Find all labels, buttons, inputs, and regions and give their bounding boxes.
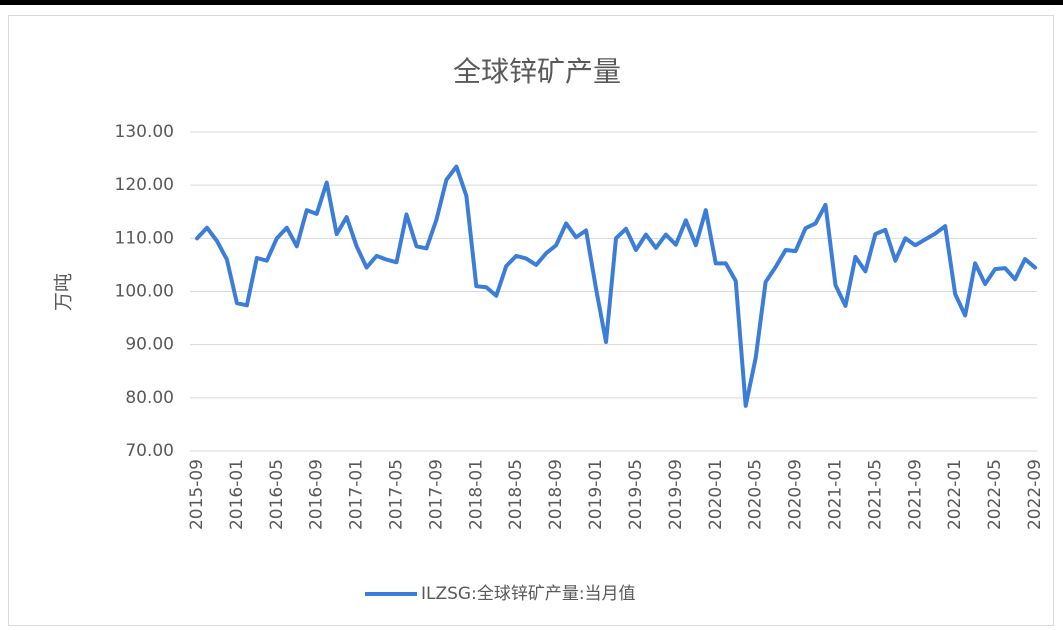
x-tick-label: 2019-09 [666,459,686,530]
chart-title: 全球锌矿产量 [453,55,621,88]
top-bar [0,0,1063,5]
x-tick-label: 2017-09 [426,459,446,530]
y-axis-label: 万吨 [53,273,75,311]
y-tick-label: 90.00 [125,335,174,355]
y-tick-label: 110.00 [115,228,174,248]
y-tick-label: 130.00 [115,122,174,142]
x-tick-label: 2022-01 [945,459,965,530]
x-tick-label: 2016-01 [227,459,247,530]
x-tick-label: 2020-05 [746,459,766,530]
legend-label: ILZSG:全球锌矿产量:当月值 [421,584,636,604]
x-tick-label: 2017-05 [387,459,407,530]
y-tick-label: 120.00 [115,175,174,195]
x-tick-label: 2020-01 [706,459,726,530]
x-tick-label: 2020-09 [786,459,806,530]
x-tick-label: 2019-05 [626,459,646,530]
x-tick-label: 2021-01 [825,459,845,530]
y-tick-label: 70.00 [125,441,174,461]
x-tick-label: 2018-01 [466,459,486,530]
y-tick-label: 80.00 [125,388,174,408]
x-tick-label: 2016-05 [267,459,287,530]
x-tick-label: 2015-09 [187,459,207,530]
x-tick-label: 2021-09 [905,459,925,530]
x-tick-label: 2022-09 [1025,459,1045,530]
x-tick-label: 2019-01 [586,459,606,530]
x-tick-label: 2021-05 [865,459,885,530]
y-tick-label: 100.00 [115,282,174,302]
x-tick-label: 2018-09 [546,459,566,530]
x-tick-label: 2017-01 [347,459,367,530]
chart-frame [8,15,1054,626]
x-tick-label: 2022-05 [985,459,1005,530]
data-line [195,164,1037,408]
x-tick-label: 2018-05 [506,459,526,530]
x-tick-label: 2016-09 [307,459,327,530]
